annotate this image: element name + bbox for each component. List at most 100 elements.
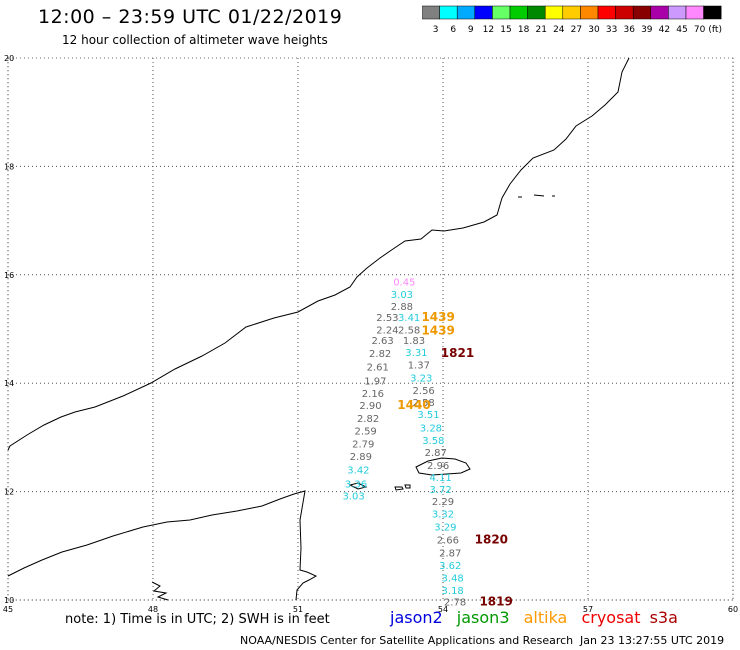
satellite-legend: jason2 jason3 altika cryosat s3a bbox=[390, 608, 687, 627]
island-abd-al-kuri bbox=[348, 482, 368, 490]
latitude-tick-label: 14 bbox=[4, 379, 14, 388]
wave-height-value: 1.37 bbox=[408, 361, 430, 372]
wave-height-value: 3.03 bbox=[391, 290, 413, 301]
coastline bbox=[7, 57, 630, 601]
wave-height-value: 2.88 bbox=[391, 302, 413, 313]
latitude-tick-label: 18 bbox=[4, 162, 14, 171]
island-darsah bbox=[404, 484, 411, 489]
graticule: 45 48 51 54 57 60 20 18 16 14 12 10 bbox=[3, 54, 738, 614]
satellite-s3a: s3a bbox=[649, 608, 678, 627]
wave-height-value: 2.24 bbox=[376, 325, 398, 336]
pass-time-label: 1439 bbox=[421, 323, 454, 337]
map-subtitle: 12 hour collection of altimeter wave hei… bbox=[62, 33, 328, 47]
wave-height-value: 2.61 bbox=[367, 363, 389, 374]
satellite-altika: altika bbox=[523, 608, 568, 627]
longitude-tick-label: 45 bbox=[3, 605, 13, 614]
wave-height-value: 2.58 bbox=[398, 325, 420, 336]
scale-tick-label: 30 bbox=[588, 25, 600, 35]
wave-height-value: 3.29 bbox=[434, 523, 456, 534]
footer-note: note: 1) Time is in UTC; 2) SWH is in fe… bbox=[65, 612, 330, 627]
wave-height-value: 2.66 bbox=[437, 536, 459, 547]
wave-height-value: 2.58 bbox=[413, 398, 435, 409]
pass-time-label: 1821 bbox=[441, 346, 474, 360]
color-scale-legend: 3 6 9 12 15 18 21 24 27 30 33 36 39 42 45 70 (ft) bbox=[422, 5, 722, 35]
somalia-inlet bbox=[151, 581, 169, 601]
scale-unit: (ft) bbox=[708, 25, 722, 35]
scale-tick-label: 33 bbox=[606, 25, 617, 35]
wave-height-value: 2.16 bbox=[362, 389, 384, 400]
longitude-tick-label: 60 bbox=[728, 605, 738, 614]
wave-height-value: 3.58 bbox=[422, 436, 444, 447]
scale-tick-label: 21 bbox=[535, 25, 546, 35]
generation-timestamp: Jan 23 13:27:55 UTC 2019 bbox=[580, 634, 725, 647]
island-samhah bbox=[394, 486, 404, 491]
kuria-muria-islands bbox=[518, 194, 555, 198]
wave-height-value: 3.62 bbox=[439, 561, 461, 572]
wave-height-value: 2.79 bbox=[352, 440, 374, 451]
satellite-jason3: jason3 bbox=[456, 608, 510, 627]
wave-height-value: 2.56 bbox=[413, 386, 435, 397]
map-title: 12:00 – 23:59 UTC 01/22/2019 bbox=[38, 6, 343, 28]
wave-height-value: 1.97 bbox=[364, 376, 386, 387]
scale-swatch bbox=[703, 5, 722, 20]
scale-tick-label: 27 bbox=[571, 25, 582, 35]
wave-height-value: 4.11 bbox=[429, 473, 451, 484]
scale-tick-label: 24 bbox=[553, 25, 565, 35]
longitude-tick-label: 57 bbox=[583, 605, 593, 614]
wave-height-value: 3.28 bbox=[420, 423, 442, 434]
longitude-tick-label: 51 bbox=[293, 605, 303, 614]
scale-tick-label: 70 bbox=[694, 25, 706, 35]
credit-line: NOAA/NESDIS Center for Satellite Applica… bbox=[240, 634, 574, 647]
wave-height-value: 2.87 bbox=[439, 549, 461, 560]
latitude-tick-label: 10 bbox=[4, 596, 14, 605]
coastline-africa bbox=[7, 490, 318, 601]
wave-height-value: 0.45 bbox=[393, 278, 415, 289]
scale-tick-label: 42 bbox=[659, 25, 670, 35]
scale-tick-label: 3 bbox=[433, 25, 439, 35]
wave-height-value: 3.36 bbox=[345, 479, 367, 490]
wave-height-value: 2.87 bbox=[425, 448, 447, 459]
island-socotra bbox=[415, 457, 471, 476]
wave-height-value: 2.78 bbox=[444, 597, 466, 608]
wave-height-value: 3.48 bbox=[442, 574, 464, 585]
satellite-jason2: jason2 bbox=[390, 608, 443, 627]
pass-time-label: 1819 bbox=[479, 594, 512, 608]
wave-height-value: 3.23 bbox=[410, 374, 432, 385]
scale-tick-label: 36 bbox=[623, 25, 635, 35]
pass-time-label: 1440 bbox=[397, 398, 430, 412]
scale-tick-label: 39 bbox=[641, 25, 653, 35]
wave-height-value: 3.31 bbox=[405, 348, 427, 359]
wave-height-value: 3.03 bbox=[342, 492, 364, 503]
wave-height-value: 2.29 bbox=[432, 497, 454, 508]
wave-height-value: 3.41 bbox=[398, 313, 420, 324]
wave-height-value: 3.18 bbox=[442, 586, 464, 597]
coastline-arabia bbox=[7, 57, 630, 451]
latitude-tick-label: 20 bbox=[4, 54, 14, 63]
wave-height-value: 2.53 bbox=[376, 313, 398, 324]
wave-height-value: 2.89 bbox=[350, 452, 372, 463]
wave-height-value: 3.72 bbox=[429, 485, 451, 496]
wave-height-value: 2.82 bbox=[357, 414, 379, 425]
wave-height-value: 3.42 bbox=[347, 466, 369, 477]
wave-height-value: 1.83 bbox=[403, 336, 425, 347]
latitude-tick-label: 12 bbox=[4, 488, 14, 497]
wave-height-value: 2.90 bbox=[359, 401, 381, 412]
longitude-tick-label: 54 bbox=[438, 605, 448, 614]
scale-tick-label: 9 bbox=[468, 25, 474, 35]
scale-tick-label: 15 bbox=[500, 25, 511, 35]
satellite-cryosat: cryosat bbox=[581, 608, 641, 627]
longitude-tick-label: 48 bbox=[148, 605, 158, 614]
scale-tick-label: 45 bbox=[676, 25, 687, 35]
wave-height-value: 2.82 bbox=[369, 349, 391, 360]
latitude-tick-label: 16 bbox=[4, 271, 14, 280]
altimeter-observations: 0.453.032.882.53 3.412.24 2.581.832.632.82… bbox=[342, 278, 466, 609]
wave-height-value: 2.59 bbox=[355, 427, 377, 438]
pass-time-label: 1439 bbox=[421, 310, 454, 324]
wave-height-value: 2.63 bbox=[371, 336, 393, 347]
pass-time-label: 1820 bbox=[475, 533, 508, 547]
scale-tick-label: 12 bbox=[483, 25, 494, 35]
wave-height-value: 3.51 bbox=[417, 410, 439, 421]
wave-height-value: 3.32 bbox=[432, 510, 454, 521]
scale-tick-label: 6 bbox=[450, 25, 456, 35]
